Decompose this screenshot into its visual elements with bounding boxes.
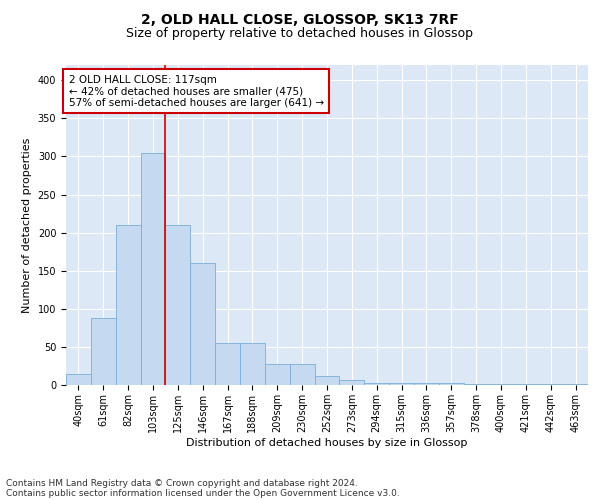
Bar (414, 384, 439, 385)
Text: 2 OLD HALL CLOSE: 117sqm
← 42% of detached houses are smaller (475)
57% of semi-: 2 OLD HALL CLOSE: 117sqm ← 42% of detach… (68, 74, 324, 108)
Bar (290, 364, 314, 385)
Y-axis label: Number of detached properties: Number of detached properties (22, 138, 32, 312)
Bar (66, 374, 91, 385)
Bar (215, 343, 240, 385)
Bar (364, 382, 389, 385)
Bar (190, 263, 215, 385)
Bar (464, 384, 488, 385)
Text: Contains HM Land Registry data © Crown copyright and database right 2024.: Contains HM Land Registry data © Crown c… (6, 478, 358, 488)
Bar (140, 152, 166, 385)
Bar (240, 343, 265, 385)
Text: Size of property relative to detached houses in Glossop: Size of property relative to detached ho… (127, 28, 473, 40)
Text: 2, OLD HALL CLOSE, GLOSSOP, SK13 7RF: 2, OLD HALL CLOSE, GLOSSOP, SK13 7RF (141, 12, 459, 26)
Bar (488, 384, 514, 385)
Bar (116, 225, 140, 385)
Bar (439, 384, 464, 385)
Bar (389, 384, 414, 385)
X-axis label: Distribution of detached houses by size in Glossop: Distribution of detached houses by size … (187, 438, 467, 448)
Bar (514, 384, 538, 385)
Bar (538, 384, 563, 385)
Bar (91, 318, 116, 385)
Bar (563, 384, 588, 385)
Text: Contains public sector information licensed under the Open Government Licence v3: Contains public sector information licen… (6, 488, 400, 498)
Bar (340, 380, 364, 385)
Bar (314, 376, 340, 385)
Bar (166, 225, 190, 385)
Bar (265, 364, 290, 385)
